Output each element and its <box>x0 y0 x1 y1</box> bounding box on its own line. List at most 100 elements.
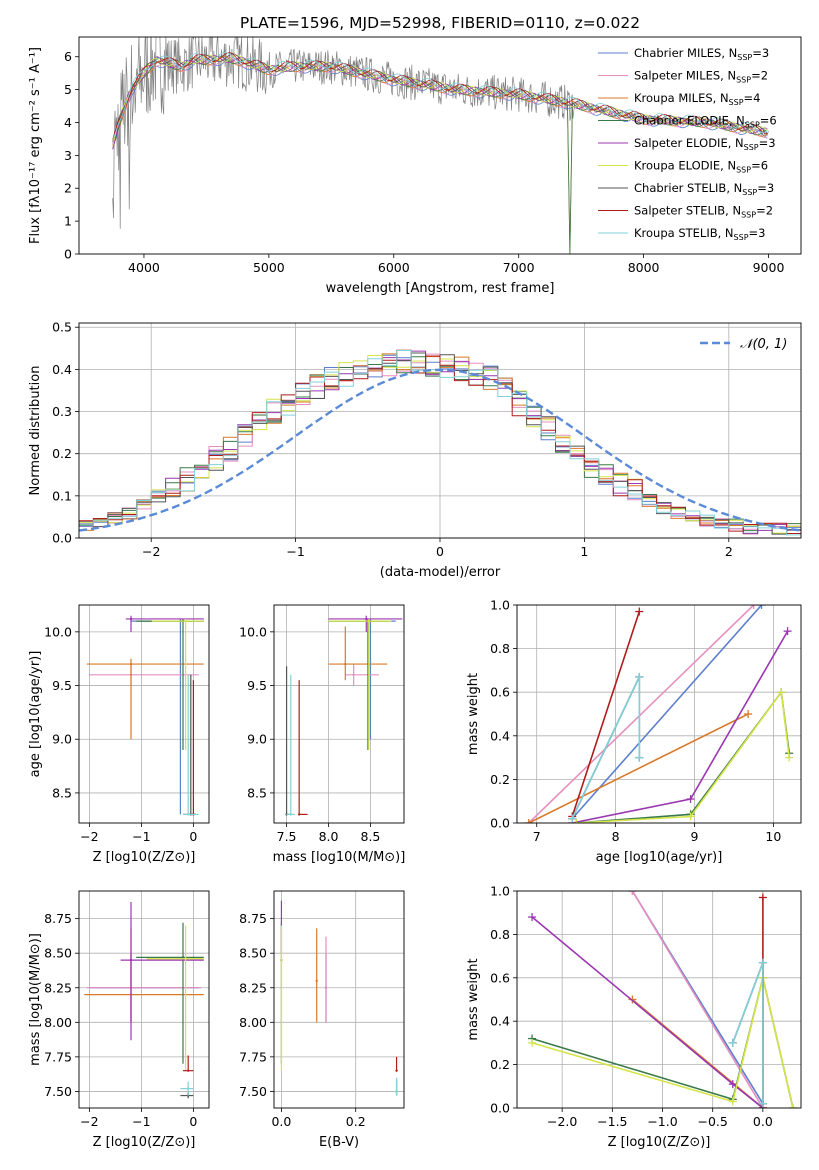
y-tick-label: 10.0 <box>239 624 267 639</box>
age_vs_mass-panel: 7.5 8.0 8.5 8.5 9.0 9.5 10.0 mass [log10(M/M⊙)] <box>239 604 405 865</box>
y-tick-label: 7.75 <box>239 1049 267 1064</box>
model-line-kroupa-stelib <box>112 51 768 141</box>
y-tick-label: 8.5 <box>52 785 72 800</box>
legend-entry: Chabrier ELODIE, NSSP=6 <box>634 114 777 130</box>
y-tick-label: 0.1 <box>52 488 72 503</box>
y-axis-label: mass weight <box>466 673 481 755</box>
y-tick-label: 8.25 <box>44 980 72 995</box>
axes-frame <box>273 890 405 1109</box>
data-point <box>352 673 355 677</box>
data-point <box>129 662 133 666</box>
legend-entry: Kroupa STELIB, NSSP=3 <box>634 226 765 242</box>
legend-entry: Salpeter ELODIE, NSSP=3 <box>634 136 776 152</box>
x-tick-label: −1 <box>286 544 304 559</box>
y-tick-label: 8.25 <box>239 980 267 995</box>
x-tick-label: −2 <box>80 1114 98 1129</box>
y-tick-label: 1.0 <box>490 884 510 899</box>
axes-frame <box>273 604 405 824</box>
x-tick-label: 7.5 <box>277 829 297 844</box>
y-tick-label: 0.2 <box>490 772 510 787</box>
x-axis-label: Z [log10(Z/Z⊙)] <box>93 850 196 865</box>
x-tick-label: −1.0 <box>647 1114 677 1129</box>
y-tick-label: 7.50 <box>239 1084 267 1099</box>
x-axis-label: Z [log10(Z/Z⊙)] <box>608 1135 711 1150</box>
y-tick-label: 2 <box>64 181 72 196</box>
x-tick-label: 8.5 <box>361 829 381 844</box>
weight_vs_age-plot-area <box>524 605 794 823</box>
legend-entry: Kroupa ELODIE, NSSP=6 <box>634 159 768 175</box>
y-tick-label: 0.8 <box>490 927 510 942</box>
y-axis-label: mass weight <box>466 958 481 1040</box>
y-tick-label: 0 <box>64 247 72 262</box>
legend-entry: Chabrier STELIB, NSSP=3 <box>634 181 774 197</box>
figure-title: PLATE=1596, MJD=52998, FIBERID=0110, z=0… <box>240 14 640 32</box>
legend: Chabrier MILES, NSSP=3 Salpeter MILES, NS… <box>598 46 777 242</box>
x-tick-label: 8 <box>612 829 620 844</box>
y-tick-label: 0.0 <box>490 816 510 831</box>
y-tick-label: 8.75 <box>239 911 267 926</box>
x-tick-label: 0 <box>189 829 197 844</box>
x-axis-label: wavelength [Angstrom, rest frame] <box>326 281 555 296</box>
weight_vs_age-panel: 7 8 9 10 0.0 0.2 0.4 0.6 0.8 1.0 age [log10(age/yr… <box>466 598 802 865</box>
x-tick-label: 0.0 <box>271 1114 291 1129</box>
y-tick-label: 0.6 <box>490 685 510 700</box>
y-tick-label: 0.0 <box>52 531 72 546</box>
data-point <box>129 617 133 621</box>
data-point <box>315 979 318 983</box>
x-tick-label: 9000 <box>753 260 785 275</box>
weight-line-salpeter-miles <box>528 605 755 823</box>
x-tick-label: −1 <box>132 1114 150 1129</box>
x-axis-label: Z [log10(Z/Z⊙)] <box>93 1135 196 1150</box>
data-point <box>184 957 187 960</box>
y-tick-label: 5 <box>64 82 72 97</box>
x-tick-label: −2 <box>80 829 98 844</box>
y-tick-label: 7.50 <box>44 1084 72 1099</box>
legend-entry: Salpeter MILES, NSSP=2 <box>634 69 768 85</box>
y-tick-label: 8.50 <box>239 946 267 961</box>
y-tick-label: 0.2 <box>490 1057 510 1072</box>
axes-frame <box>516 890 802 1109</box>
axes-frame <box>78 36 802 255</box>
weight-line-salpeter-miles <box>631 891 764 1108</box>
weight-line-kroupa-elodie <box>576 690 790 823</box>
data-point <box>344 662 347 666</box>
y-tick-label: 0.0 <box>490 1101 510 1116</box>
x-tick-label: 8000 <box>628 260 660 275</box>
y-tick-label: 10.0 <box>44 624 72 639</box>
y-tick-label: 8.5 <box>247 785 267 800</box>
x-tick-label: 9 <box>691 829 699 844</box>
y-axis-label: Flux [fλ10⁻¹⁷ erg cm⁻² s⁻¹ A⁻¹] <box>28 47 43 244</box>
y-tick-label: 0.8 <box>490 641 510 656</box>
y-tick-label: 8.00 <box>239 1015 267 1030</box>
x-axis-label: age [log10(age/yr)] <box>596 850 723 865</box>
model-line-salpeter-stelib <box>112 52 768 140</box>
x-tick-label: −2 <box>142 544 160 559</box>
data-point <box>297 813 301 816</box>
y-tick-label: 9.0 <box>52 732 72 747</box>
y-tick-label: 0.4 <box>52 362 72 377</box>
x-tick-label: 6000 <box>378 260 410 275</box>
y-tick-label: 4 <box>64 115 72 130</box>
y-tick-label: 0.6 <box>490 970 510 985</box>
legend-entry: Chabrier MILES, NSSP=3 <box>634 46 769 62</box>
x-tick-label: 7 <box>533 829 541 844</box>
x-tick-label: 10 <box>765 829 781 844</box>
x-tick-label: 1 <box>580 544 588 559</box>
residuals-plot-area <box>79 349 801 536</box>
x-axis-label: (data-model)/error <box>380 565 501 580</box>
data-point <box>367 619 370 623</box>
normal-curve <box>79 368 801 532</box>
y-tick-label: 1 <box>64 214 72 229</box>
y-tick-label: 0.5 <box>52 320 72 335</box>
y-tick-label: 8.50 <box>44 946 72 961</box>
y-axis-label: mass [log10(M/M⊙)] <box>28 933 43 1066</box>
data-point <box>395 1069 398 1072</box>
weight-line-kroupa-miles <box>528 713 749 823</box>
x-tick-label: 0.2 <box>346 1114 366 1129</box>
histogram-salpeter-stelib <box>79 349 801 534</box>
y-tick-label: 1.0 <box>490 598 510 613</box>
axes-frame <box>516 604 802 824</box>
x-tick-label: 5000 <box>253 260 285 275</box>
x-axis-label: E(B-V) <box>319 1135 359 1150</box>
